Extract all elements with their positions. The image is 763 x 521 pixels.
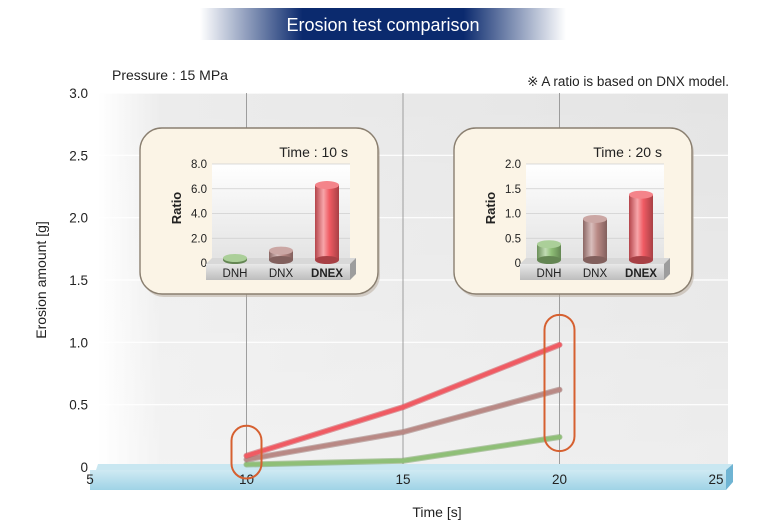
x-tick-label: 5	[86, 472, 94, 487]
bar-dnex-cap	[629, 190, 653, 199]
pressure-label: Pressure : 15 MPa	[112, 67, 228, 83]
highlight-capsules	[230, 313, 576, 480]
inset-category-label: DNEX	[625, 268, 657, 280]
inset-y-tick-label: 0.5	[505, 233, 521, 245]
inset-base	[206, 264, 350, 280]
inset-y-tick-label: 1.0	[505, 209, 521, 221]
bar-dnh-cap	[537, 240, 561, 249]
y-tick-label: 2.5	[69, 148, 88, 163]
inset-y-tick-label: 4.0	[191, 209, 207, 221]
highlight-capsule	[230, 424, 263, 480]
data-point-dnh	[400, 458, 406, 463]
inset-y-tick-label: 0	[515, 258, 521, 270]
highlight-capsule	[543, 313, 576, 453]
inset-panel-20s: Time : 20 s Ratio 0 0.5 1.0 1.5 2.0 DNH DNX DNEX	[453, 127, 694, 297]
inset-y-axis-title: Ratio	[169, 192, 184, 225]
data-point-dnx	[400, 429, 406, 435]
data-point-dnh	[244, 462, 249, 467]
bar-dnex-bottom	[315, 256, 339, 264]
floor-top	[96, 464, 733, 470]
data-point-dnex	[557, 342, 562, 348]
bar-dnh-cap	[223, 254, 247, 262]
x-axis-ticks: 5 10 15 20 25	[86, 472, 723, 487]
title-band	[200, 8, 566, 40]
x-tick-label: 20	[552, 472, 567, 487]
chart-title: Erosion test comparison	[286, 15, 479, 35]
inset-category-label: DNX	[269, 268, 294, 280]
y-tick-label: 2.0	[69, 211, 88, 226]
inset-category-label: DNH	[537, 268, 562, 280]
bar-dnx-cap	[583, 214, 607, 223]
bar-dnx-cap	[269, 246, 293, 255]
y-tick-label: 3.0	[69, 86, 88, 101]
inset-y-axis-title: Ratio	[483, 192, 498, 225]
bar-dnex-bottom	[629, 256, 653, 264]
y-tick-label: 0.5	[69, 398, 88, 413]
y-tick-label: 1.0	[69, 335, 88, 350]
y-tick-label: 1.5	[69, 273, 88, 288]
inset-panel-10s: Time : 10 s Ratio 0 2.0 4.0 6.0 8.0 DNH DNX DNEX	[139, 127, 380, 297]
x-tick-label: 25	[708, 472, 723, 487]
inset-y-tick-label: 2.0	[505, 159, 521, 171]
inset-title: Time : 20 s	[593, 144, 662, 160]
inset-title: Time : 10 s	[279, 144, 348, 160]
y-tick-label: 0	[80, 460, 88, 475]
inset-y-tick-label: 6.0	[191, 184, 207, 196]
bar-dnex	[629, 194, 653, 260]
inset-base	[520, 264, 664, 280]
bar-dnx-bottom	[269, 256, 293, 264]
series-lines	[243, 341, 563, 468]
data-point-dnex	[244, 453, 249, 458]
inset-base-side	[350, 258, 356, 280]
inset-y-tick-label: 1.5	[505, 184, 521, 196]
y-axis-title: Erosion amount [g]	[33, 221, 49, 339]
bar-dnex-cap	[315, 181, 339, 190]
x-tick-label: 15	[395, 472, 410, 487]
inset-y-tick-label: 8.0	[191, 159, 207, 171]
y-axis-ticks: 0 0.5 1.0 1.5 2.0 2.5 3.0	[69, 86, 88, 475]
bar-dnh	[537, 244, 561, 260]
bar-dnx-bottom	[583, 256, 607, 264]
bar-dnx	[583, 218, 607, 260]
floor-side	[726, 464, 733, 490]
inset-category-label: DNH	[223, 268, 248, 280]
x-axis-title: Time [s]	[412, 504, 461, 520]
bar-dnh-bottom	[537, 256, 561, 264]
floor-slab	[90, 470, 726, 490]
bar-dnx	[269, 250, 293, 260]
inset-category-label: DNEX	[311, 268, 343, 280]
inset-category-label: DNX	[583, 268, 608, 280]
data-point-dnh	[557, 434, 562, 440]
ratio-note: ※ A ratio is based on DNX model.	[527, 74, 729, 89]
data-point-dnx	[557, 387, 562, 392]
inset-y-tick-label: 0	[201, 258, 207, 270]
inset-base-side	[664, 258, 670, 280]
bar-dnex	[315, 185, 339, 260]
inset-y-tick-label: 2.0	[191, 233, 207, 245]
data-point-dnex	[400, 404, 406, 410]
